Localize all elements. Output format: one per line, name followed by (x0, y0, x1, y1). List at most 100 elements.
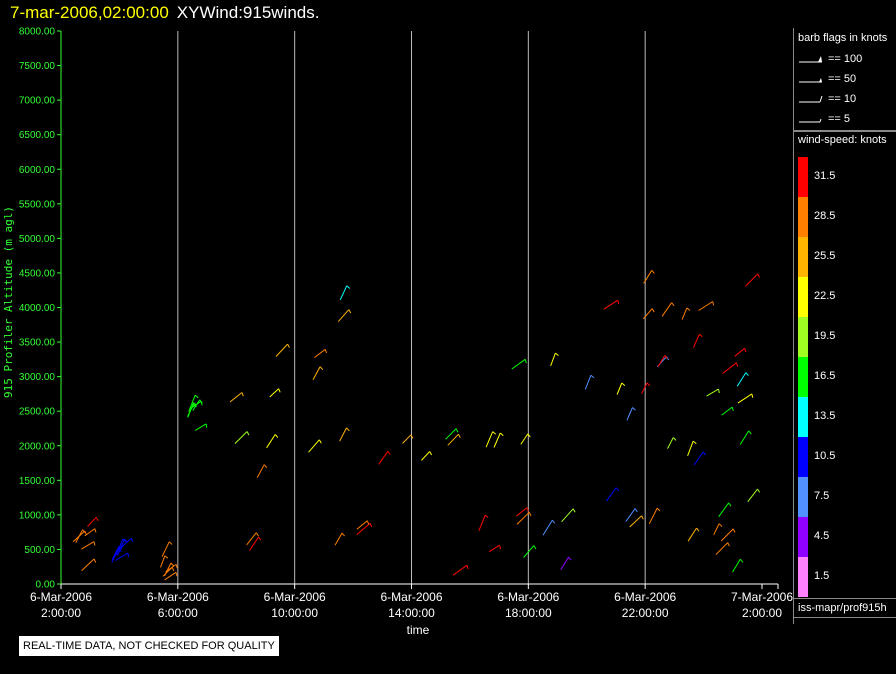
wind-barb (718, 502, 730, 517)
wind-barb-flag (718, 523, 723, 527)
wind-barb-flag (671, 302, 675, 307)
wind-barb-flag (728, 502, 732, 507)
wind-barb-flag (632, 407, 636, 411)
wind-barb-flag (634, 508, 638, 513)
wind-barb (560, 556, 570, 571)
wind-barb (747, 488, 758, 503)
wind-barb (739, 430, 750, 445)
wind-barb-flag (258, 536, 262, 541)
wind-barb (720, 528, 734, 542)
wind-barb-flag (739, 558, 744, 563)
title-date-time: 7-mar-2006,02:00:00 (10, 3, 169, 22)
wind-barb (625, 508, 636, 522)
wind-barb (687, 527, 697, 542)
wind-barb-flag (696, 527, 700, 532)
wind-barb (339, 285, 348, 301)
wind-barb-flag (348, 309, 352, 314)
wind-barb (641, 382, 648, 394)
wind-barb-flag (94, 528, 97, 533)
wind-barb (269, 388, 279, 398)
speed-label: 25.5 (814, 250, 836, 262)
speed-swatch (798, 397, 808, 437)
wind-barb (722, 362, 737, 374)
wind-barb (452, 564, 468, 576)
speed-label: 22.5 (814, 290, 836, 302)
y-axis-ticks: 0.00 500.00 1000.00 1500.00 2000.00 2500.00 30… (19, 27, 61, 591)
wind-barb-flag (93, 541, 96, 546)
wind-barb-flag (712, 301, 715, 306)
x-tick-date: 7-Mar-2006 (731, 590, 793, 604)
y-tick-label: 8000.00 (19, 27, 56, 38)
wind-barb (616, 382, 623, 395)
wind-barb-flag (93, 558, 97, 563)
wind-barb-flag (745, 372, 749, 377)
wind-barb (603, 299, 618, 310)
y-tick-label: 5500.00 (19, 199, 56, 210)
x-axis-ticks: 6-Mar-2006 2:00:00 6-Mar-2006 6:00:00 6-Mar-… (30, 584, 793, 620)
wind-barb (698, 301, 713, 311)
legend-panel: barb flags in knots == 100 == 50 == 10 =… (793, 28, 896, 624)
x-axis-title: time (407, 623, 430, 637)
wind-barb-flag (551, 519, 556, 524)
x-tick-date: 6-Mar-2006 (147, 590, 209, 604)
wind-barb-flag (324, 349, 327, 354)
y-axis-title: 915 Profiler Altitude (m agl) (2, 206, 15, 398)
wind-barb-flag (387, 450, 391, 455)
wind-barb-flag (346, 427, 350, 432)
wind-barb-flag (466, 565, 469, 570)
wind-barb (312, 366, 321, 380)
x-tick-time: 2:00:00 (742, 606, 782, 620)
wind-barb-flag (278, 388, 281, 393)
wind-barb-flag (458, 433, 461, 438)
y-tick-label: 500.00 (24, 545, 55, 556)
speed-swatch (798, 437, 808, 477)
wind-barb-flag (194, 394, 199, 399)
flag-row-50: == 50 (798, 72, 894, 86)
wind-barb-flag (590, 374, 595, 379)
speed-label: 10.5 (814, 450, 836, 462)
x-tick-time: 2:00:00 (41, 606, 81, 620)
wind-barb (732, 558, 741, 573)
wind-barb-flag (484, 514, 489, 519)
wind-barb (447, 433, 459, 446)
x-tick-date: 6-Mar-2006 (30, 590, 92, 604)
wind-barb-flag (255, 532, 259, 537)
wind-barb (584, 375, 592, 390)
wind-barb (737, 393, 753, 404)
y-tick-label: 3500.00 (19, 338, 56, 349)
wind-barb-flag (499, 545, 501, 550)
x-tick-time: 18:00:00 (505, 606, 552, 620)
wind-barb-flag (492, 431, 497, 435)
wind-barb-flag (246, 431, 250, 436)
y-tick-label: 3000.00 (19, 372, 56, 383)
wind-barb-flag (124, 538, 128, 543)
wind-barb-flag (699, 333, 703, 338)
wind-barb-flag (528, 512, 532, 517)
wind-barb (478, 514, 486, 531)
wind-barb-flag (318, 439, 322, 444)
speed-label: 31.5 (814, 170, 836, 182)
wind-barb-flag (744, 348, 747, 353)
x-grid-lines (177, 31, 646, 584)
flag-row-5: == 5 (798, 112, 894, 126)
wind-barb-flag (175, 572, 178, 577)
wind-barb-flag (672, 437, 677, 441)
wind-barb-flag (641, 515, 644, 520)
wind-barb-flag (727, 542, 730, 547)
speed-label: 7.5 (814, 490, 830, 502)
y-tick-label: 6500.00 (19, 130, 56, 141)
wind-barb-flag (164, 555, 169, 559)
wind-barb-flag (686, 307, 691, 311)
wind-barb (445, 428, 457, 440)
x-tick-date: 6-Mar-2006 (264, 590, 326, 604)
wind-barb-flag (572, 508, 576, 513)
wind-barb (485, 431, 494, 448)
wind-barb-flag (735, 362, 739, 367)
x-tick-date: 6-Mar-2006 (497, 590, 559, 604)
wind-barb-flag (526, 507, 529, 512)
wind-barb (606, 487, 617, 502)
wind-barb (84, 528, 96, 537)
wind-barb-flag (263, 464, 268, 469)
wind-barb (75, 529, 84, 543)
wind-barb-flag (366, 520, 370, 525)
